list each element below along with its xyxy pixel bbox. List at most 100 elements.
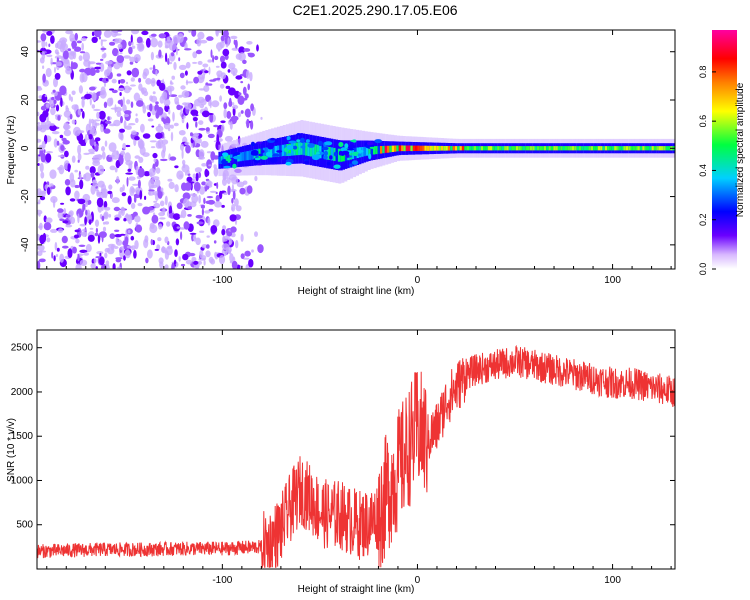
heatmap-noise-cell [136,100,144,107]
heatmap-noise-cell [111,197,120,204]
heatmap-noise-cell [102,221,106,225]
heatmap-band-core [555,146,559,151]
heatmap-noise-cell [228,62,236,70]
heatmap-band-core [593,146,596,151]
colorbar-tick-label: 0.6 [698,115,708,128]
heatmap-noise-cell [238,46,246,54]
heatmap-band-core [513,146,516,151]
heatmap-noise-cell [73,234,80,239]
heatmap-band-core [270,146,273,158]
heatmap-band-core [309,143,313,157]
heatmap-band-core [330,147,334,161]
heatmap-noise-cell [91,36,98,43]
snr-xtick-label: 100 [604,575,621,586]
heatmap-noise-cell [211,100,220,108]
heatmap-band-blob [317,140,323,147]
heatmap-band-core [433,145,437,151]
heatmap-noise-cell [228,240,232,246]
heatmap-noise-cell [130,84,136,87]
heatmap-noise-cell [79,259,88,266]
heatmap-noise-cell [42,110,49,118]
heatmap-noise-cell [161,117,165,122]
heatmap-band-core [401,145,404,152]
heatmap-noise-cell [85,165,90,170]
heatmap-noise-cell [158,49,162,58]
heatmap-noise-cell [74,46,82,52]
heatmap-noise-cell [159,217,166,220]
heatmap-noise-cell [102,226,107,232]
heatmap-noise-cell [228,100,233,107]
heatmap-ytick-label: -20 [20,189,31,204]
heatmap-noise-cell [119,187,124,193]
heatmap-band-core [380,146,383,154]
heatmap-noise-cell [254,231,258,237]
heatmap-band-blob [296,139,301,143]
heatmap-noise-cell [207,83,213,86]
heatmap-noise-cell [119,233,126,236]
heatmap-noise-cell [77,159,80,163]
heatmap-noise-cell [186,169,190,175]
heatmap-noise-cell [79,68,86,73]
heatmap-noise-cell [227,69,231,73]
heatmap-noise-cell [40,171,45,179]
heatmap-noise-cell [124,152,131,163]
heatmap-ytick-label: 40 [20,46,31,58]
heatmap-noise-cell [178,256,181,262]
heatmap-noise-cell [237,95,245,105]
heatmap-noise-cell [88,118,92,129]
heatmap-noise-cell [119,92,122,96]
heatmap-band-blob [365,144,372,149]
snr-xtick-label: 0 [415,575,421,586]
heatmap-noise-cell [244,250,251,257]
heatmap-noise-cell [79,249,88,253]
heatmap-noise-cell [62,245,69,249]
heatmap-noise-cell [123,85,131,94]
heatmap-noise-cell [105,78,109,82]
heatmap-noise-cell [235,75,243,80]
heatmap-noise-cell [225,85,231,89]
heatmap-noise-cell [222,235,228,242]
heatmap-noise-cell [201,208,204,216]
heatmap-noise-cell [219,95,223,102]
heatmap-noise-cell [242,86,247,96]
heatmap-band-core [389,145,392,153]
heatmap-band-core [534,146,537,151]
heatmap-noise-cell [71,119,76,125]
heatmap-noise-cell [194,167,202,173]
heatmap-noise-cell [105,120,112,124]
heatmap-noise-cell [131,130,137,135]
heatmap-band-blob [368,153,372,160]
heatmap-noise-cell [103,200,108,209]
heatmap-noise-cell [191,30,197,37]
heatmap-noise-cell [46,54,53,58]
heatmap-noise-cell [39,234,45,245]
heatmap-noise-cell [220,120,226,124]
heatmap-noise-cell [115,237,119,245]
heatmap-noise-cell [42,30,48,33]
heatmap-noise-cell [53,77,58,88]
heatmap-noise-cell [197,60,203,65]
heatmap-band-blob [303,156,311,160]
heatmap-band-core [438,145,441,151]
heatmap-noise-cell [164,195,168,206]
heatmap-noise-cell [243,48,251,52]
heatmap-band-blob [233,152,241,156]
heatmap-noise-cell [188,30,192,33]
heatmap-noise-cell [148,168,156,177]
heatmap-noise-cell [222,30,229,37]
heatmap-noise-cell [162,207,166,215]
heatmap-noise-cell [231,197,234,204]
heatmap-noise-cell [100,123,104,133]
heatmap-noise-cell [110,107,119,110]
heatmap-noise-cell [79,51,86,54]
heatmap-noise-cell [78,139,85,145]
heatmap-noise-cell [57,208,64,213]
heatmap-noise-cell [164,264,169,269]
heatmap-noise-cell [84,134,88,144]
heatmap-noise-cell [157,40,163,48]
heatmap-noise-cell [99,89,107,99]
heatmap-noise-cell [79,174,82,180]
heatmap-noise-cell [94,66,101,70]
heatmap-noise-cell [94,232,99,237]
heatmap-band-core [646,146,650,151]
